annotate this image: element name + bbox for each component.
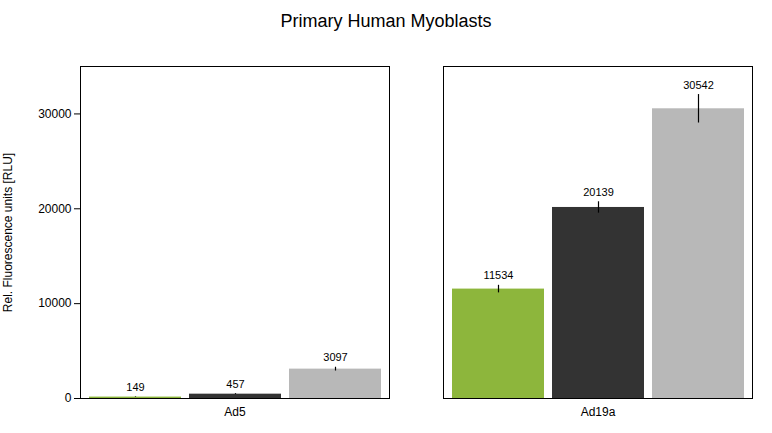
svg-text:Ad5: Ad5 [224, 405, 246, 419]
svg-text:20000: 20000 [38, 202, 72, 216]
svg-text:457: 457 [226, 378, 244, 390]
svg-text:30542: 30542 [683, 79, 714, 91]
svg-text:Ad19a: Ad19a [581, 405, 616, 419]
svg-text:3097: 3097 [323, 351, 347, 363]
svg-text:0: 0 [65, 391, 72, 405]
svg-text:30000: 30000 [38, 107, 72, 121]
svg-text:149: 149 [126, 381, 144, 393]
svg-text:Rel. Fluorescence units [RLU]: Rel. Fluorescence units [RLU] [1, 153, 15, 312]
html-text:Primary Human Myoblasts: Primary Human Myoblasts [280, 11, 492, 31]
svg-text:10000: 10000 [38, 296, 72, 310]
svg-text:20139: 20139 [583, 186, 614, 198]
svg-text:11534: 11534 [484, 269, 514, 281]
